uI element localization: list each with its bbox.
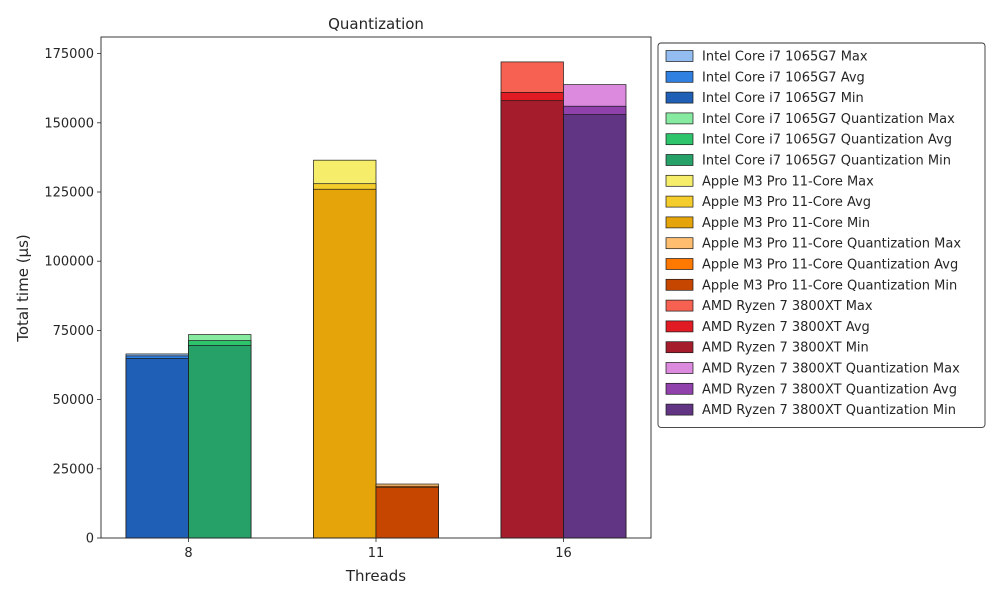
x-tick-label: 11	[368, 546, 385, 561]
y-axis-label: Total time (µs)	[14, 234, 32, 343]
legend-label: Intel Core i7 1065G7 Quantization Avg	[702, 133, 952, 148]
y-tick-label: 50000	[53, 393, 94, 408]
legend-frame	[657, 42, 986, 428]
legend-swatch	[665, 403, 694, 416]
legend-label: Apple M3 Pro 11-Core Quantization Max	[702, 237, 961, 252]
x-tick-label: 8	[184, 546, 192, 561]
x-axis-label: Threads	[345, 567, 406, 585]
legend-label: Apple M3 Pro 11-Core Avg	[702, 195, 871, 210]
legend-swatch	[665, 174, 694, 187]
y-tick-label: 100000	[44, 255, 94, 270]
legend-label: AMD Ryzen 7 3800XT Avg	[702, 320, 870, 335]
legend-swatch	[665, 133, 694, 146]
y-axis: 0 25000 50000 75000 100000 125000 150000 175000	[44, 47, 101, 547]
legend-swatch	[665, 154, 694, 166]
legend-swatch	[665, 237, 694, 250]
legend-label: AMD Ryzen 7 3800XT Max	[702, 299, 873, 314]
legend-label: Apple M3 Pro 11-Core Quantization Avg	[702, 258, 958, 273]
legend-swatch	[665, 320, 694, 333]
legend-swatch	[665, 362, 694, 374]
legend-label: Apple M3 Pro 11-Core Quantization Min	[702, 278, 957, 293]
y-tick-label: 75000	[53, 324, 94, 339]
legend-label: AMD Ryzen 7 3800XT Quantization Max	[702, 362, 960, 377]
legend-swatch	[665, 216, 694, 229]
legend-swatch	[665, 258, 694, 270]
y-tick-label: 25000	[53, 462, 94, 477]
legend-swatch	[665, 382, 694, 395]
y-tick-label: 150000	[44, 116, 94, 131]
legend-label: Intel Core i7 1065G7 Avg	[702, 70, 865, 85]
legend-label: Intel Core i7 1065G7 Min	[702, 91, 864, 106]
legend-swatch	[665, 70, 694, 83]
plot-frame	[100, 36, 652, 539]
bar-min	[188, 345, 252, 539]
legend-swatch	[665, 112, 694, 125]
legend-swatch	[665, 341, 694, 354]
legend-swatch	[665, 299, 694, 312]
bar-min	[313, 188, 377, 539]
y-tick-label: 0	[86, 532, 94, 547]
legend-label: Apple M3 Pro 11-Core Max	[702, 174, 874, 189]
x-axis: 8 11 16	[184, 538, 572, 561]
bars-layer	[125, 61, 627, 539]
legend-swatch	[665, 91, 694, 104]
legend-label: AMD Ryzen 7 3800XT Min	[702, 341, 869, 356]
bar-min	[375, 487, 439, 539]
legend-label: Intel Core i7 1065G7 Quantization Max	[702, 112, 955, 127]
legend-label: Apple M3 Pro 11-Core Min	[702, 216, 870, 231]
legend-swatch	[665, 278, 694, 291]
legend-swatch	[665, 50, 694, 62]
bar-min	[125, 358, 189, 539]
chart-title: Quantization	[328, 15, 424, 33]
x-tick-label: 16	[555, 546, 572, 561]
legend-label: Intel Core i7 1065G7 Max	[702, 50, 868, 65]
y-tick-label: 125000	[44, 186, 94, 201]
bar-min	[563, 114, 627, 539]
legend-label: AMD Ryzen 7 3800XT Quantization Min	[702, 403, 956, 418]
legend-label: AMD Ryzen 7 3800XT Quantization Avg	[702, 382, 957, 397]
legend-label: Intel Core i7 1065G7 Quantization Min	[702, 154, 951, 169]
bar-min	[500, 100, 564, 539]
y-tick-label: 175000	[44, 47, 94, 62]
legend-swatch	[665, 195, 694, 208]
legend: Intel Core i7 1065G7 Max Intel Core i7 10…	[657, 42, 986, 428]
